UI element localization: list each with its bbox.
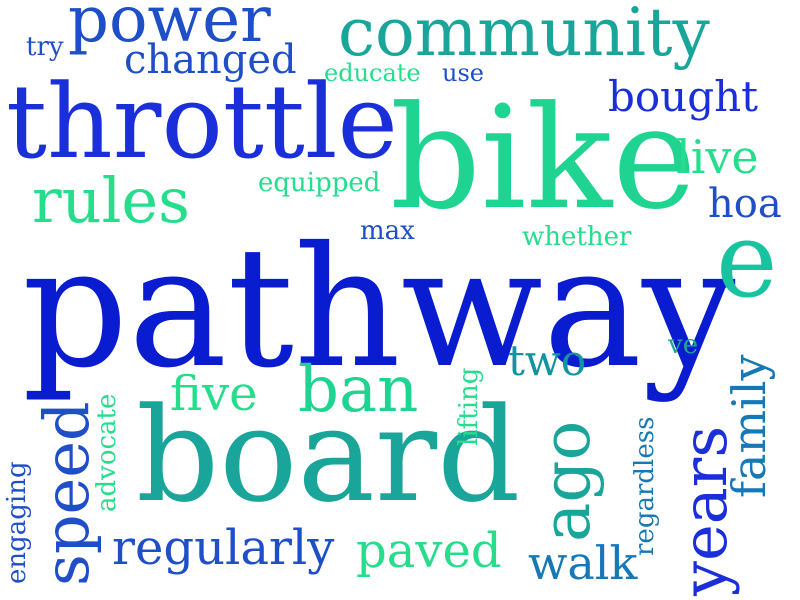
word-educate: educate	[324, 59, 421, 87]
word-rules: rules	[32, 164, 190, 237]
word-max: max	[360, 216, 415, 246]
word-five: five	[170, 366, 258, 422]
word-pathway: pathway	[22, 212, 736, 405]
word-regularly: regularly	[112, 520, 335, 576]
word-changed: changed	[124, 37, 297, 83]
word-walk: walk	[528, 536, 638, 590]
word-paved: paved	[356, 523, 502, 579]
word-board: board	[136, 379, 521, 531]
word-whether: whether	[522, 222, 632, 252]
word-community: community	[338, 0, 710, 71]
word-power: power	[68, 0, 271, 57]
word-hoa: hoa	[708, 181, 782, 227]
word-ban: ban	[298, 353, 419, 427]
word-e: e	[716, 199, 778, 321]
word-ve: ve	[668, 330, 699, 360]
word-live: live	[676, 130, 759, 184]
word-try: try	[26, 32, 64, 62]
word-use: use	[442, 59, 484, 87]
word-speed: speed	[30, 401, 103, 586]
word-advocate: advocate	[92, 393, 122, 512]
word-throttle: throttle	[6, 63, 398, 182]
word-bought: bought	[608, 72, 759, 121]
word-ago: ago	[528, 420, 605, 542]
word-engaging: engaging	[2, 461, 32, 584]
word-equipped: equipped	[258, 168, 381, 198]
word-bike: bike	[390, 76, 697, 241]
word-regardless: regardless	[630, 416, 660, 556]
word-lifting: lifting	[454, 367, 484, 446]
word-two: two	[508, 336, 587, 385]
word-family: family	[722, 354, 776, 498]
